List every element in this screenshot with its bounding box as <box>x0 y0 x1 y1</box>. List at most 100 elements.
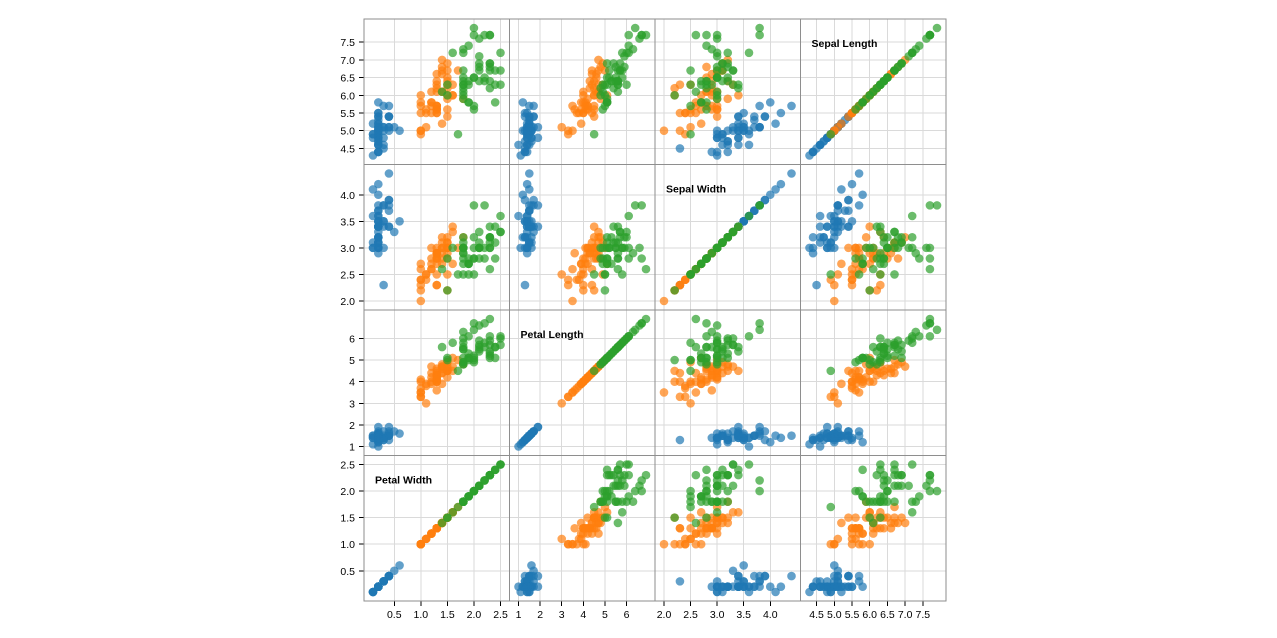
y-tick-label: 3.0 <box>340 243 355 255</box>
data-point <box>696 259 706 269</box>
data-point <box>925 264 935 274</box>
data-point <box>925 331 935 341</box>
y-tick-label: 6 <box>349 333 355 345</box>
data-point <box>907 338 917 348</box>
scatter-cell-sepal_length-vs-petal_width <box>363 18 510 165</box>
data-point <box>847 539 857 549</box>
data-point <box>691 264 701 274</box>
data-point <box>883 351 892 361</box>
data-point <box>675 126 685 136</box>
data-point <box>469 201 479 210</box>
scatter-cell-petal_width-vs-sepal_length <box>800 455 947 602</box>
data-point <box>485 222 495 231</box>
data-point <box>416 296 426 306</box>
data-point <box>602 259 612 269</box>
data-point <box>702 342 711 352</box>
data-point <box>734 347 743 356</box>
data-point <box>765 582 775 591</box>
data-point <box>568 101 577 111</box>
data-point <box>707 386 717 395</box>
data-point <box>459 243 468 253</box>
scatter-cell-petal_length-vs-sepal_width <box>654 309 801 456</box>
data-point <box>787 431 796 440</box>
data-point <box>861 94 871 104</box>
data-point <box>702 62 711 72</box>
data-point <box>686 355 695 365</box>
data-point <box>691 342 701 352</box>
data-point <box>734 508 743 517</box>
data-point <box>883 73 892 82</box>
data-point <box>474 59 484 68</box>
data-point <box>712 73 722 82</box>
data-point <box>907 232 917 242</box>
data-point <box>469 319 479 328</box>
data-point <box>712 508 722 517</box>
data-point <box>744 211 754 221</box>
data-point <box>702 41 711 51</box>
data-point <box>712 470 722 480</box>
data-point <box>670 513 679 522</box>
data-point <box>480 254 489 263</box>
data-point <box>611 76 621 86</box>
data-point <box>459 344 468 354</box>
data-point <box>787 101 796 111</box>
data-point <box>395 561 404 570</box>
data-point <box>723 486 733 496</box>
data-point <box>615 460 625 469</box>
data-point <box>837 185 846 194</box>
data-point <box>604 73 614 82</box>
data-point <box>527 561 536 570</box>
y-tick-label: 2.0 <box>340 296 355 308</box>
data-point <box>847 435 857 445</box>
data-point <box>840 582 850 591</box>
data-point <box>718 238 727 247</box>
data-point <box>932 23 942 33</box>
data-point <box>443 80 452 89</box>
data-point <box>637 254 646 263</box>
data-point <box>851 513 860 522</box>
data-point <box>696 119 706 128</box>
data-point <box>868 377 878 386</box>
data-point <box>734 222 743 231</box>
data-point <box>384 112 394 121</box>
y-tick-label: 2 <box>349 420 355 432</box>
variable-label: Sepal Length <box>812 38 878 50</box>
data-point <box>675 435 685 445</box>
data-point <box>879 476 889 485</box>
data-point <box>379 133 388 143</box>
data-point <box>630 201 640 210</box>
data-point <box>712 94 722 104</box>
x-tick-label: 6.0 <box>862 609 877 621</box>
data-point <box>858 259 867 269</box>
data-point <box>469 105 479 114</box>
data-point <box>602 94 612 104</box>
data-point <box>563 539 573 549</box>
data-point <box>600 80 610 89</box>
data-point <box>432 375 442 384</box>
data-point <box>686 122 695 132</box>
data-point <box>522 140 532 150</box>
x-tick-label: 4 <box>580 609 586 621</box>
data-point <box>600 270 610 279</box>
data-point <box>712 360 722 369</box>
data-point <box>707 248 717 258</box>
y-tick-label: 5.0 <box>340 126 355 138</box>
data-point <box>712 147 722 157</box>
data-point <box>469 351 479 361</box>
scatter-cell-sepal_width-vs-petal_length <box>509 164 656 311</box>
x-tick-label: 0.5 <box>387 609 402 621</box>
data-point <box>808 582 818 591</box>
data-point <box>613 254 623 263</box>
data-point <box>680 275 690 285</box>
data-point <box>596 90 605 100</box>
data-point <box>876 492 885 501</box>
scatter-cell-petal_length-vs-petal_width <box>363 309 510 456</box>
x-tick-label: 3.0 <box>710 609 725 621</box>
x-tick-label: 1 <box>516 609 522 621</box>
data-point <box>691 470 701 480</box>
data-point <box>525 206 534 215</box>
y-tick-label: 2.5 <box>340 269 355 281</box>
data-point <box>840 206 850 215</box>
data-point <box>572 539 582 549</box>
data-point <box>596 254 605 263</box>
